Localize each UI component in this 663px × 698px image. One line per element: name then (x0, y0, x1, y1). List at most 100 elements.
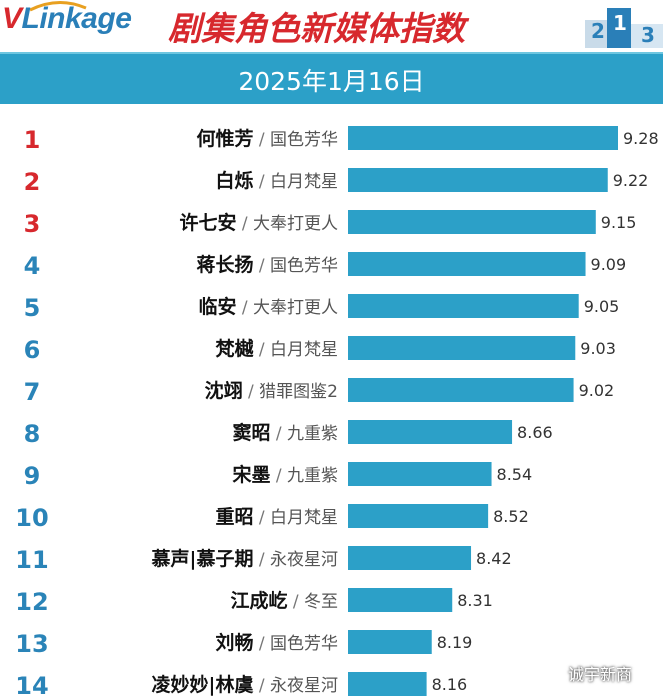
drama-name: 九重紫 (287, 424, 338, 444)
drama-name: 白月梵星 (270, 340, 338, 360)
drama-name: 国色芳华 (270, 634, 338, 654)
drama-name: 九重紫 (287, 466, 338, 486)
rank-label: 7 (24, 378, 41, 406)
separator: / (287, 592, 304, 612)
character-name: 临安 (198, 295, 236, 318)
row-label: 凌妙妙|林虞 / 永夜星河 (152, 673, 339, 696)
bar (348, 588, 453, 612)
character-name: 刘畅 (215, 631, 253, 654)
rank-label: 4 (24, 252, 41, 280)
date-label: 2025年1月16日 (238, 67, 425, 96)
separator: / (243, 382, 260, 402)
row-label: 慕声|慕子期 / 永夜星河 (152, 547, 339, 570)
row-label: 蒋长扬 / 国色芳华 (196, 253, 338, 276)
character-name: 白烁 (215, 169, 253, 192)
row-label: 梵樾 / 白月梵星 (215, 338, 338, 360)
character-name: 蒋长扬 (196, 253, 253, 276)
rank-label: 12 (15, 588, 48, 616)
rank-label: 3 (24, 210, 41, 238)
logo-v: V (2, 2, 22, 35)
rank-label: 9 (24, 462, 41, 490)
rank-label: 13 (15, 630, 48, 658)
value-label: 9.02 (579, 381, 615, 400)
bar (348, 504, 489, 528)
separator: / (236, 214, 253, 234)
value-label: 8.54 (497, 465, 533, 484)
value-label: 9.28 (623, 129, 659, 148)
bar (348, 126, 618, 150)
bar (348, 630, 432, 654)
rank-label: 8 (24, 420, 41, 448)
rank-label: 14 (15, 672, 48, 698)
row-label: 沈翊 / 猎罪图鉴2 (205, 379, 338, 402)
value-label: 8.16 (432, 675, 468, 694)
rank-label: 11 (15, 546, 48, 574)
character-name: 许七安 (179, 211, 236, 234)
separator: / (253, 508, 270, 528)
svg-text:1: 1 (613, 11, 627, 35)
separator: / (253, 256, 270, 276)
row-label: 江成屹 / 冬至 (230, 589, 338, 612)
value-label: 9.09 (591, 255, 627, 274)
vlinkage-logo: VLinkage (2, 2, 132, 36)
value-label: 9.03 (580, 339, 616, 358)
value-label: 9.05 (584, 297, 620, 316)
drama-name: 猎罪图鉴2 (259, 382, 338, 402)
value-label: 9.22 (613, 171, 649, 190)
bar (348, 546, 472, 570)
drama-name: 大奉打更人 (253, 214, 338, 234)
logo-rest: Linkage (21, 2, 132, 35)
drama-name: 国色芳华 (270, 130, 338, 150)
separator: / (253, 676, 270, 696)
watermark: 诚宇新商 (568, 665, 633, 684)
separator: / (253, 130, 270, 150)
value-label: 8.52 (493, 507, 529, 526)
row-label: 刘畅 / 国色芳华 (215, 631, 338, 654)
logo-arc-icon (29, 1, 87, 12)
rank-label: 10 (15, 504, 48, 532)
row-label: 何惟芳 / 国色芳华 (196, 127, 338, 150)
row-label: 许七安 / 大奉打更人 (179, 211, 338, 234)
svg-text:3: 3 (641, 23, 655, 47)
character-name: 宋墨 (231, 463, 270, 486)
bar (348, 462, 492, 486)
rank-label: 5 (24, 294, 41, 322)
rank-label: 1 (24, 126, 41, 154)
character-name: 梵樾 (215, 338, 254, 360)
character-name: 何惟芳 (196, 127, 253, 150)
separator: / (270, 466, 287, 486)
value-label: 9.15 (601, 213, 637, 232)
drama-name: 白月梵星 (270, 172, 338, 192)
svg-text:2: 2 (591, 19, 605, 43)
rank-label: 6 (24, 336, 41, 364)
value-label: 8.31 (457, 591, 493, 610)
drama-name: 永夜星河 (270, 676, 338, 696)
character-name: 窦昭 (232, 421, 270, 444)
bar (348, 378, 574, 402)
value-label: 8.42 (476, 549, 512, 568)
bar (348, 672, 427, 696)
row-label: 窦昭 / 九重紫 (232, 421, 338, 444)
character-name: 沈翊 (205, 379, 243, 402)
separator: / (253, 340, 270, 360)
row-label: 临安 / 大奉打更人 (198, 295, 338, 318)
bar (348, 420, 513, 444)
row-label: 白烁 / 白月梵星 (215, 169, 338, 192)
date-banner: 2025年1月16日 (0, 52, 663, 104)
separator: / (253, 634, 270, 654)
drama-name: 永夜星河 (270, 550, 338, 570)
drama-name: 白月梵星 (270, 508, 338, 528)
value-label: 8.66 (517, 423, 553, 442)
drama-name: 冬至 (304, 592, 338, 612)
rank-label: 2 (24, 168, 41, 196)
bar (348, 252, 586, 276)
character-name: 重昭 (215, 506, 253, 528)
bar (348, 294, 579, 318)
drama-name: 国色芳华 (270, 256, 338, 276)
separator: / (270, 424, 287, 444)
bar (348, 168, 608, 192)
character-name: 江成屹 (230, 589, 287, 612)
drama-name: 大奉打更人 (253, 298, 338, 318)
bar (348, 336, 576, 360)
